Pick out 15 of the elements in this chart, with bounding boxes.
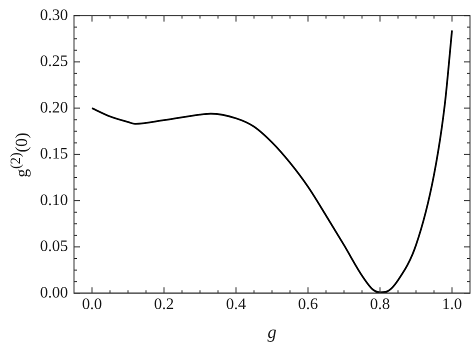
x-tick-label: 0.4 [226, 296, 246, 314]
line-series [91, 30, 453, 294]
x-tick-label: 0.6 [298, 296, 318, 314]
y-tick-label: 0.25 [40, 53, 68, 70]
y-tick-label: 0.05 [40, 238, 68, 256]
x-tick-label: 0.0 [82, 296, 102, 314]
x-tick-label: 0.2 [154, 296, 174, 314]
x-axis-title: g [268, 322, 276, 342]
y-tick-label: 0.20 [40, 99, 68, 116]
y-tick-label: 0.30 [40, 6, 68, 24]
y-tick-label: 0.00 [40, 284, 68, 302]
x-tick-label: 0.8 [370, 296, 390, 314]
x-tick-label: 1.0 [442, 296, 462, 314]
y-tick-label: 0.15 [40, 146, 68, 163]
y-tick-label: 0.10 [40, 192, 68, 209]
